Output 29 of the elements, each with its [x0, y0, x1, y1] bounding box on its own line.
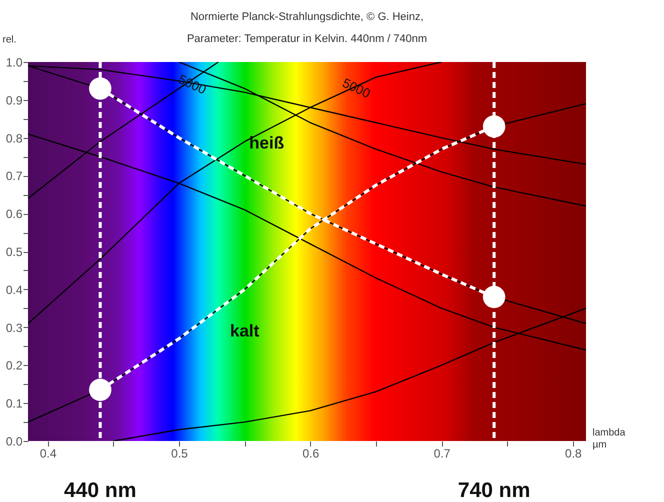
y-tick-label: 0.3 [6, 320, 23, 335]
x-tick-label: 0.8 [565, 446, 582, 460]
chart-title: Normierte Planck-Strahlungsdichte, © G. Heinz, Parameter: Temperatur in Kelvin. 440nm / 740nm [186, 11, 428, 45]
y-tick-label: 0.9 [6, 93, 23, 108]
y-tick-label: 0.8 [6, 131, 23, 146]
x-axis-title: lambda µm [592, 428, 626, 450]
x-tick-label: 0.6 [302, 446, 320, 460]
y-axis-title: rel. [2, 34, 16, 46]
y-tick-label: 1.0 [6, 56, 23, 70]
x-tick-label: 0.7 [434, 446, 451, 460]
point [89, 378, 112, 401]
ref-line-label: 440 nm [64, 479, 136, 502]
ref-line-label: 740 nm [458, 479, 530, 502]
point [482, 286, 506, 308]
point [89, 77, 112, 100]
y-tick-label: 0.0 [6, 434, 23, 448]
y-tick-label: 0.1 [6, 396, 23, 411]
y-tick-label: 0.6 [6, 207, 23, 222]
point [482, 115, 506, 138]
series-label: kalt [230, 321, 260, 340]
annotation: 5000 [176, 71, 209, 98]
x-tick-label: 0.4 [40, 446, 57, 460]
y-tick-label: 0.4 [6, 282, 23, 297]
y-tick-label: 0.2 [6, 358, 23, 373]
series-label: heiß [249, 134, 284, 153]
x-tick-label: 0.5 [171, 446, 188, 460]
y-tick-label: 0.7 [6, 169, 23, 184]
annotation: 5000 [340, 75, 373, 101]
y-tick-label: 0.5 [6, 245, 23, 259]
